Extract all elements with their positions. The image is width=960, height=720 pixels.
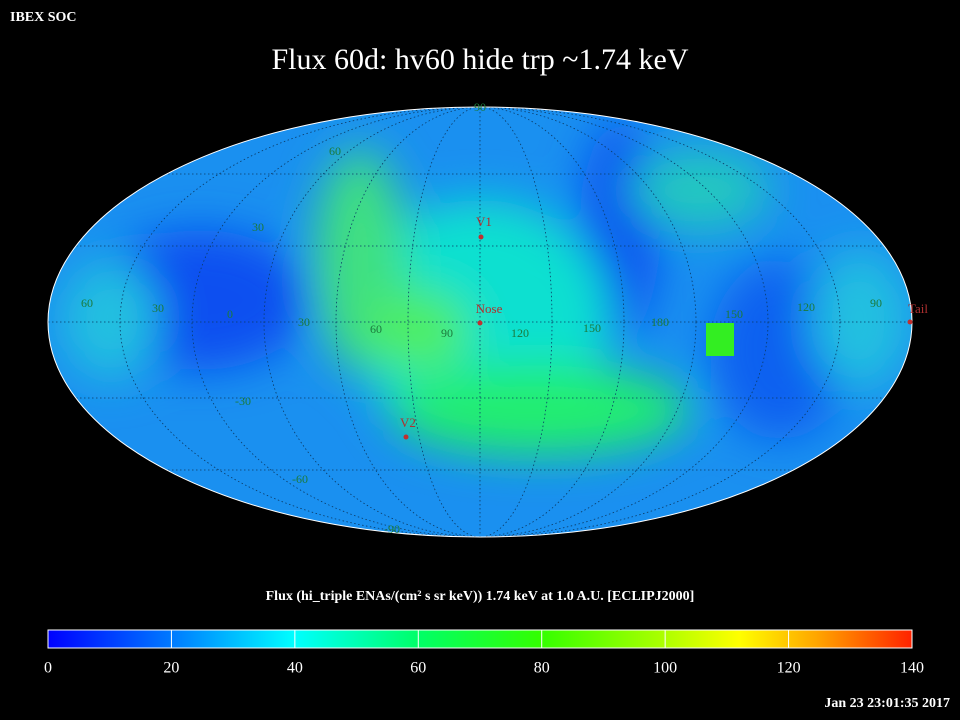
colorbar-ticks: 0 20 40 60 80 100 120 140 — [44, 630, 924, 677]
grid-labels: 90 60 30 60 30 0 30 60 90 120 150 180 15… — [81, 100, 882, 536]
grid-label: 120 — [511, 326, 529, 340]
marker — [477, 320, 483, 326]
grid-label: 90 — [441, 326, 453, 340]
grid-label: 60 — [329, 144, 341, 158]
timestamp: Jan 23 23:01:35 2017 — [824, 696, 950, 711]
header: IBEX SOC — [10, 10, 77, 25]
markers: V1 Nose V2 Tail — [400, 214, 928, 440]
marker-label: V2 — [400, 415, 416, 430]
grid-label: 150 — [583, 321, 601, 335]
grid-label: -60 — [292, 472, 308, 486]
grid-label: 150 — [725, 307, 743, 321]
marker — [478, 234, 484, 240]
grid-label: 30 — [298, 315, 310, 329]
grid-label: -30 — [235, 394, 251, 408]
grid-label: 60 — [370, 322, 382, 336]
colorbar-tick-label: 60 — [410, 660, 426, 677]
grid-label: 30 — [252, 220, 264, 234]
colorbar-tick-label: 140 — [900, 660, 924, 677]
colorbar-tick-label: 40 — [287, 660, 303, 677]
grid-label: 180 — [651, 315, 669, 329]
marker-label: Nose — [476, 301, 503, 316]
grid-label: 30 — [152, 301, 164, 315]
colorbar-tick-label: 100 — [653, 660, 677, 677]
marker — [403, 434, 409, 440]
marker-label: V1 — [476, 214, 492, 229]
colorbar-tick-label: 0 — [44, 660, 52, 677]
grid-label: 0 — [227, 307, 233, 321]
marker — [907, 319, 913, 325]
grid-label: 120 — [797, 300, 815, 314]
colorbar — [47, 629, 913, 649]
grid-label: -90 — [384, 522, 400, 536]
colorbar-tick-label: 120 — [777, 660, 801, 677]
marker-label: Tail — [908, 301, 928, 316]
grid-label: 90 — [474, 100, 486, 114]
colorbar-tick-label: 20 — [163, 660, 179, 677]
grid-label: 60 — [81, 296, 93, 310]
colorbar-tick-label: 80 — [534, 660, 550, 677]
title: Flux 60d: hv60 hide trp ~1.74 keV — [271, 43, 688, 76]
colorbar-label: Flux (hi_triple ENAs/(cm² s sr keV)) 1.7… — [266, 589, 695, 604]
grid-label: 90 — [870, 296, 882, 310]
